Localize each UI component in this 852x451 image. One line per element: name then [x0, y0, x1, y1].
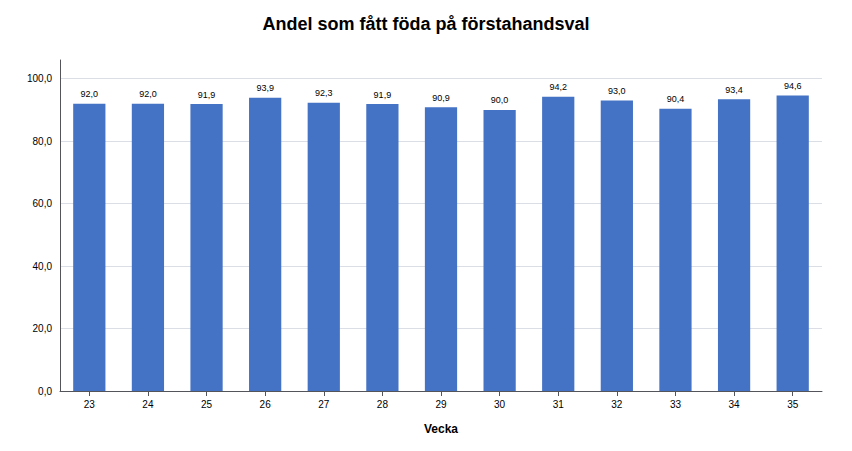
svg-text:60,0: 60,0	[33, 198, 53, 209]
svg-text:29: 29	[435, 399, 447, 410]
svg-text:80,0: 80,0	[33, 136, 53, 147]
svg-text:27: 27	[318, 399, 330, 410]
svg-text:94,2: 94,2	[549, 82, 567, 92]
svg-text:30: 30	[494, 399, 506, 410]
svg-text:91,9: 91,9	[198, 90, 216, 100]
svg-text:93,9: 93,9	[256, 83, 274, 93]
svg-text:93,4: 93,4	[725, 85, 743, 95]
svg-text:Andel som fått föda på förstah: Andel som fått föda på förstahandsval	[262, 14, 589, 34]
svg-text:90,9: 90,9	[432, 93, 450, 103]
svg-text:32: 32	[611, 399, 623, 410]
svg-text:92,3: 92,3	[315, 88, 333, 98]
svg-text:35: 35	[787, 399, 799, 410]
svg-text:28: 28	[377, 399, 389, 410]
svg-text:24: 24	[142, 399, 154, 410]
svg-text:23: 23	[84, 399, 96, 410]
svg-text:26: 26	[260, 399, 272, 410]
svg-text:92,0: 92,0	[139, 89, 157, 99]
svg-text:0,0: 0,0	[38, 386, 52, 397]
svg-text:100,0: 100,0	[27, 73, 52, 84]
svg-text:33: 33	[670, 399, 682, 410]
svg-text:31: 31	[553, 399, 565, 410]
svg-text:34: 34	[729, 399, 741, 410]
svg-text:91,9: 91,9	[374, 90, 392, 100]
svg-text:90,0: 90,0	[491, 95, 509, 105]
svg-text:25: 25	[201, 399, 213, 410]
svg-text:40,0: 40,0	[33, 261, 53, 272]
svg-text:93,0: 93,0	[608, 86, 626, 96]
svg-text:92,0: 92,0	[81, 89, 99, 99]
svg-text:94,6: 94,6	[784, 81, 802, 91]
svg-text:Vecka: Vecka	[424, 422, 458, 436]
svg-text:90,4: 90,4	[667, 94, 685, 104]
svg-text:20,0: 20,0	[33, 323, 53, 334]
